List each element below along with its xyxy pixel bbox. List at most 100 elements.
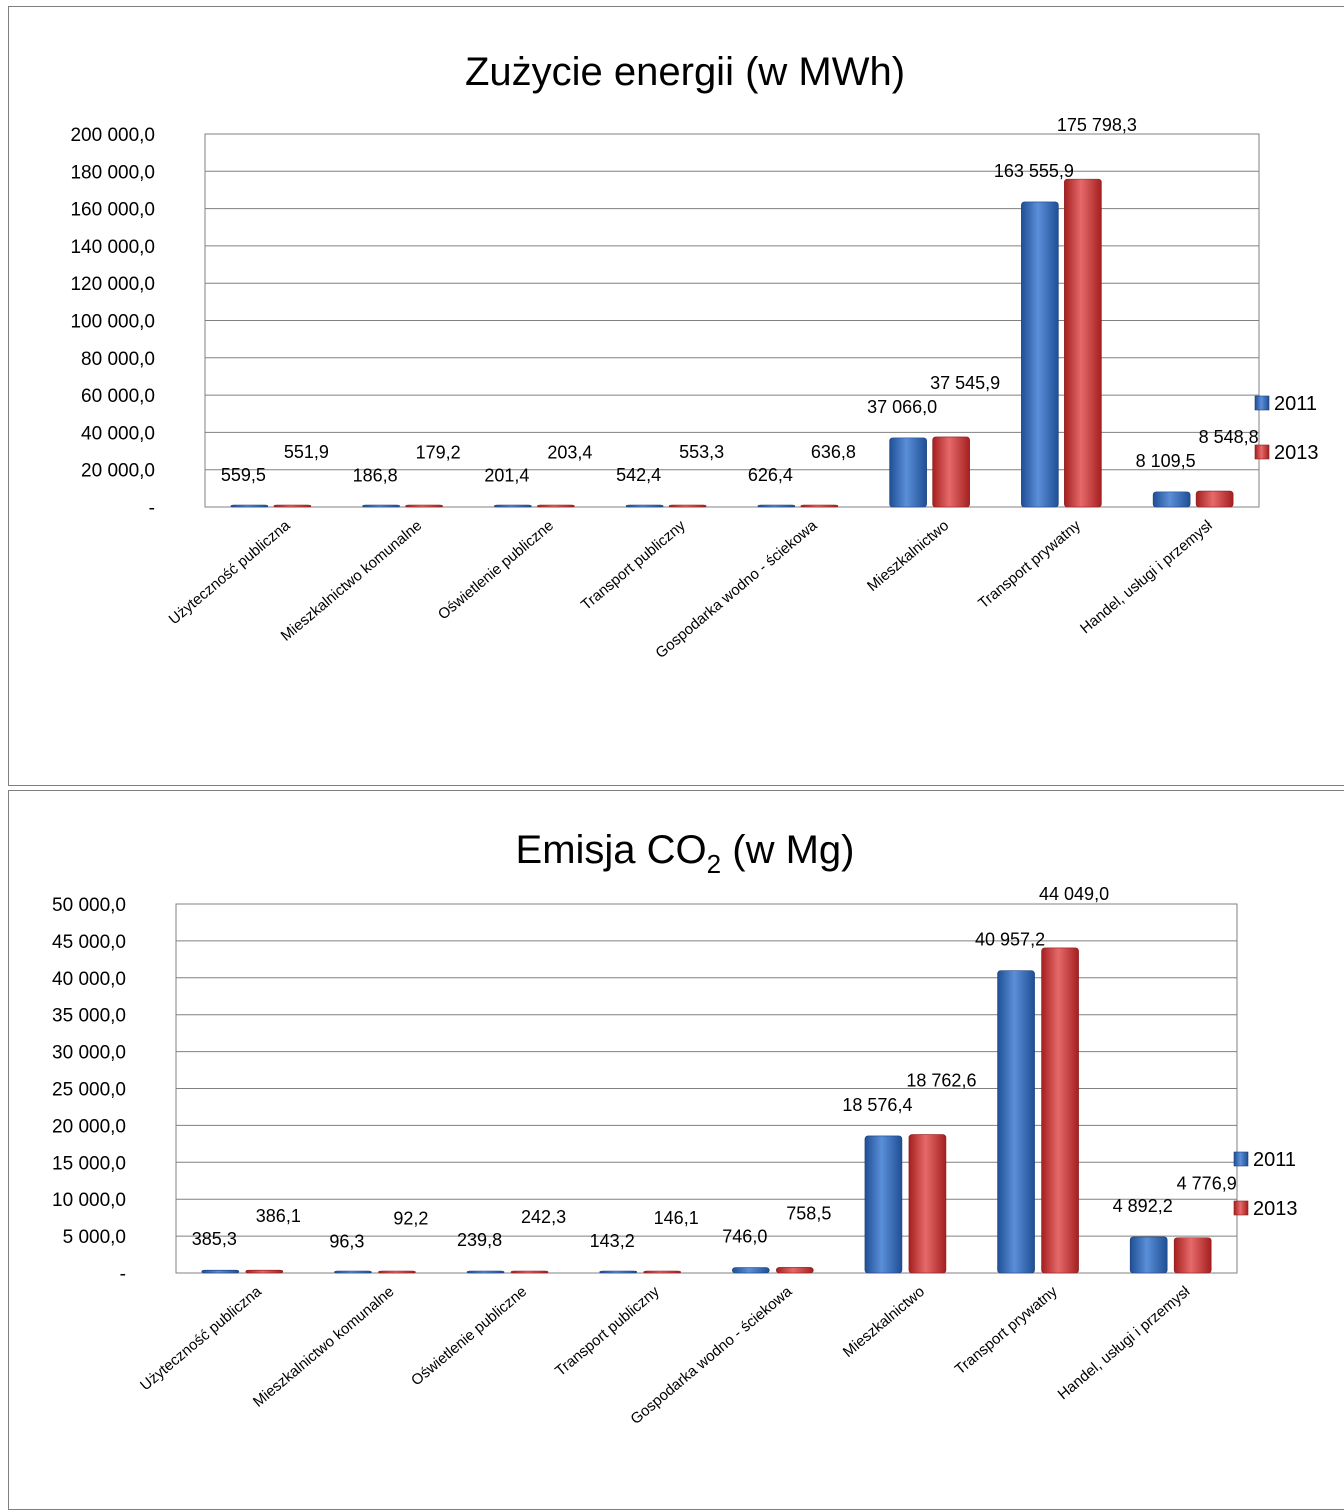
energy-data-label-2013: 175 798,3 — [1057, 115, 1137, 135]
energy-x-tick-label: Transport prywatny — [975, 517, 1084, 613]
emission-y-tick-label: 35 000,0 — [52, 1006, 126, 1027]
emission-y-tick-label: 45 000,0 — [52, 932, 126, 953]
energy-x-tick-label: Mieszkalnictwo — [864, 517, 952, 595]
energy-data-label-2011: 8 109,5 — [1136, 451, 1196, 471]
emission-bar-2011 — [466, 1270, 505, 1274]
energy-bar-2013 — [800, 504, 839, 508]
emission-data-label-2013: 44 049,0 — [1039, 884, 1109, 904]
energy-bar-2011 — [625, 504, 664, 508]
energy-x-tick-label: Oświetlenie publiczne — [435, 517, 557, 623]
energy-bar-2011 — [1021, 201, 1059, 508]
emission-y-tick-label: 25 000,0 — [52, 1080, 126, 1101]
emission-bar-2011 — [864, 1135, 903, 1274]
emission-bar-2013 — [1041, 947, 1079, 1274]
energy-bar-2011 — [362, 504, 400, 508]
emission-x-tick-label: Mieszkalnictwo komunalne — [250, 1283, 398, 1411]
emission-bar-2013 — [510, 1270, 549, 1274]
energy-bar-2013 — [537, 504, 575, 508]
energy-data-label-2011: 542,4 — [616, 465, 661, 485]
energy-chart-title: Zużycie energii (w MWh) — [465, 50, 905, 94]
emission-y-tick-label: 30 000,0 — [52, 1043, 126, 1064]
emission-data-label-2011: 385,3 — [192, 1229, 237, 1249]
energy-bar-2011 — [230, 504, 269, 508]
emission-bar-2011 — [599, 1270, 637, 1274]
emission-bar-2011 — [997, 970, 1035, 1274]
emission-y-tick-label: 50 000,0 — [52, 895, 126, 916]
energy-bar-2011 — [757, 504, 796, 508]
emission-bar-2011 — [334, 1270, 372, 1274]
emission-data-label-2013: 242,3 — [521, 1207, 566, 1227]
energy-bar-2013 — [273, 504, 312, 508]
energy-y-tick-label: 180 000,0 — [70, 162, 155, 183]
energy-bar-2013 — [668, 504, 707, 508]
energy-y-tick-label: - — [149, 498, 155, 519]
energy-y-tick-label: 100 000,0 — [70, 312, 155, 333]
energy-bar-2013 — [1195, 490, 1234, 508]
energy-y-tick-label: 20 000,0 — [81, 461, 155, 482]
energy-data-label-2013: 8 548,8 — [1199, 427, 1259, 447]
emission-y-tick-label: - — [120, 1264, 126, 1285]
energy-x-tick-label: Transport publiczny — [578, 517, 689, 614]
emission-legend-label-2013: 2013 — [1253, 1198, 1298, 1220]
energy-data-label-2011: 626,4 — [748, 465, 793, 485]
energy-data-label-2013: 553,3 — [679, 442, 724, 462]
emission-y-tick-label: 5 000,0 — [63, 1227, 126, 1248]
emission-x-tick-label: Transport prywatny — [952, 1283, 1061, 1379]
emission-bar-2011 — [1129, 1236, 1168, 1274]
energy-chart-svg: Zużycie energii (w MWh) - 20 000,0 40 000,… — [70, 50, 1318, 662]
emission-legend-label-2011: 2011 — [1253, 1149, 1296, 1171]
emission-y-tick-label: 15 000,0 — [52, 1153, 126, 1174]
emission-data-label-2013: 18 762,6 — [906, 1071, 976, 1091]
energy-data-label-2011: 559,5 — [221, 465, 266, 485]
emission-legend-swatch-2011 — [1233, 1151, 1249, 1167]
emission-bar-2011 — [201, 1269, 240, 1274]
energy-y-tick-label: 80 000,0 — [81, 349, 155, 370]
emission-data-label-2013: 92,2 — [393, 1208, 428, 1228]
energy-x-tick-label: Handel, usługi i przemysł — [1077, 517, 1216, 638]
energy-data-label-2011: 37 066,0 — [867, 397, 937, 417]
energy-y-tick-label: 60 000,0 — [81, 386, 155, 407]
emission-bar-2013 — [378, 1270, 416, 1274]
emission-bar-2013 — [908, 1134, 947, 1274]
energy-bar-2013 — [405, 504, 443, 508]
emission-chart-panel: Emisja CO2 (w Mg) - 5 000,0 10 000,0 15 000… — [8, 790, 1344, 1510]
emission-x-tick-label: Mieszkalnictwo — [840, 1283, 928, 1361]
emission-data-label-2011: 96,3 — [329, 1231, 364, 1251]
emission-bar-2013 — [1173, 1237, 1212, 1274]
emission-data-label-2013: 386,1 — [256, 1206, 301, 1226]
emission-bar-2013 — [245, 1269, 284, 1274]
energy-data-label-2013: 551,9 — [284, 442, 329, 462]
energy-bar-2011 — [1152, 491, 1191, 508]
energy-legend-swatch-2013 — [1254, 444, 1270, 460]
energy-x-tick-label: Użyteczność publiczna — [166, 517, 294, 629]
emission-data-label-2011: 143,2 — [590, 1231, 635, 1251]
energy-data-label-2013: 179,2 — [416, 443, 461, 463]
emission-data-label-2013: 758,5 — [786, 1203, 831, 1223]
emission-x-tick-label: Handel, usługi i przemysł — [1055, 1283, 1194, 1404]
emission-chart-svg: Emisja CO2 (w Mg) - 5 000,0 10 000,0 15 000… — [52, 828, 1298, 1428]
energy-y-tick-label: 140 000,0 — [70, 237, 155, 258]
energy-bar-2011 — [494, 504, 532, 508]
energy-x-tick-label: Mieszkalnictwo komunalne — [278, 517, 426, 645]
emission-data-label-2011: 4 892,2 — [1113, 1196, 1173, 1216]
emission-data-label-2013: 4 776,9 — [1177, 1174, 1237, 1194]
energy-data-label-2011: 163 555,9 — [994, 161, 1074, 181]
emission-x-tick-label: Oświetlenie publiczne — [408, 1283, 530, 1389]
emission-data-label-2013: 146,1 — [654, 1208, 699, 1228]
emission-x-tick-label: Transport publiczny — [552, 1283, 663, 1380]
emission-x-tick-label: Użyteczność publiczna — [137, 1283, 265, 1395]
emission-data-label-2011: 18 576,4 — [842, 1095, 912, 1115]
energy-y-tick-label: 120 000,0 — [70, 274, 155, 295]
emission-bar-2013 — [643, 1270, 681, 1274]
emission-y-tick-label: 40 000,0 — [52, 969, 126, 990]
energy-bar-2013 — [1064, 178, 1102, 508]
emission-data-label-2011: 746,0 — [722, 1226, 767, 1246]
emission-y-tick-label: 10 000,0 — [52, 1190, 126, 1211]
energy-data-label-2013: 203,4 — [547, 443, 592, 463]
energy-data-label-2013: 37 545,9 — [930, 373, 1000, 393]
energy-data-label-2013: 636,8 — [811, 442, 856, 462]
energy-chart-panel: Zużycie energii (w MWh) - 20 000,0 40 000,… — [8, 6, 1344, 786]
energy-legend-swatch-2011 — [1254, 395, 1270, 411]
energy-y-tick-label: 160 000,0 — [70, 200, 155, 221]
energy-legend-label-2011: 2011 — [1274, 393, 1317, 415]
